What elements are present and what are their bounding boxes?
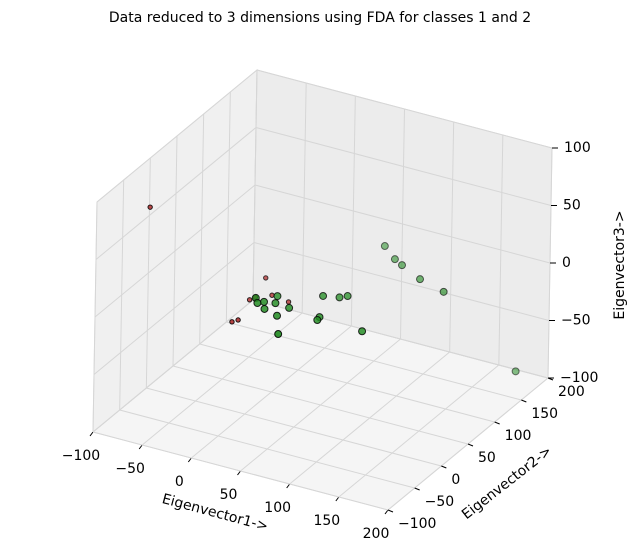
y-tick-label: 100: [505, 428, 532, 444]
y-axis-label: Eigenvector2->: [459, 443, 555, 523]
data-point: [285, 299, 292, 305]
data-point: [271, 299, 280, 308]
data-point: [380, 242, 389, 251]
y-tick-label: −50: [425, 494, 455, 510]
y-tick: [414, 487, 420, 491]
x-tick-label: −100: [62, 448, 100, 464]
x-tick: [138, 444, 143, 450]
data-point: [260, 297, 268, 306]
grid-line: [146, 387, 442, 467]
z-axis-label: Eigenvector3->: [612, 210, 628, 319]
data-point: [229, 319, 235, 325]
grid-line: [95, 127, 257, 260]
data-point: [274, 330, 283, 339]
x-tick: [237, 470, 241, 476]
x-tick-label: 100: [264, 500, 291, 516]
data-point: [335, 293, 344, 302]
x-tick-label: −50: [115, 461, 145, 477]
grid-line: [254, 184, 551, 264]
y-tick: [467, 443, 474, 447]
x-tick: [286, 483, 291, 489]
grid-line: [96, 69, 258, 203]
data-point: [439, 287, 448, 296]
data-point: [273, 292, 282, 301]
grid-line: [199, 343, 495, 423]
grid-line: [94, 184, 256, 318]
y-tick: [441, 465, 447, 469]
chart-title: Data reduced to 3 dimensions using FDA f…: [109, 10, 531, 26]
y-tick-label: 150: [531, 406, 558, 422]
y-tick-label: 0: [451, 472, 460, 488]
data-point: [273, 311, 282, 320]
data-point: [260, 304, 269, 313]
x-tick: [335, 496, 340, 502]
grid-line: [92, 431, 389, 511]
grid-line: [172, 365, 469, 445]
grid-line: [92, 299, 254, 433]
data-point: [343, 292, 352, 301]
x-tick-label: 0: [175, 474, 184, 490]
z-tick-label: 0: [562, 255, 571, 271]
data-point: [147, 204, 153, 210]
data-point: [398, 261, 406, 270]
data-point: [319, 291, 328, 300]
x-tick-label: 200: [363, 526, 390, 542]
y-tick: [494, 421, 500, 425]
x-tick: [89, 431, 94, 437]
y-tick-label: 200: [558, 384, 585, 400]
y-tick: [521, 399, 527, 403]
grid-line: [253, 242, 550, 321]
x-tick-label: 150: [313, 513, 340, 529]
data-point: [313, 316, 322, 324]
y-tick: [387, 509, 394, 513]
z-tick-label: 100: [564, 140, 591, 156]
x-axis-label: Eigenvector1->: [160, 491, 270, 535]
y-tick-label: 50: [478, 450, 496, 466]
data-point: [253, 299, 262, 307]
grid-line: [119, 409, 415, 489]
z-tick-label: 50: [563, 198, 581, 214]
x-tick: [384, 509, 389, 515]
data-point: [416, 275, 425, 284]
data-point: [235, 317, 241, 323]
x-tick-label: 50: [220, 487, 238, 503]
grid-line: [252, 299, 549, 379]
y-tick-label: −100: [398, 516, 436, 532]
grid-line: [256, 69, 553, 149]
data-point: [358, 327, 367, 336]
z-tick-label: −100: [560, 370, 598, 386]
data-point: [285, 303, 294, 312]
data-point: [390, 255, 399, 264]
data-point: [511, 367, 520, 376]
grid-line: [93, 242, 255, 375]
grid-line: [255, 127, 552, 206]
data-point: [263, 275, 269, 281]
data-point: [246, 297, 253, 303]
z-tick-label: −50: [561, 313, 591, 329]
x-tick: [187, 457, 192, 463]
